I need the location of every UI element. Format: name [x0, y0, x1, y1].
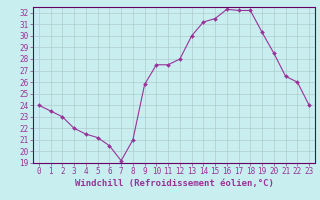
X-axis label: Windchill (Refroidissement éolien,°C): Windchill (Refroidissement éolien,°C) — [75, 179, 273, 188]
